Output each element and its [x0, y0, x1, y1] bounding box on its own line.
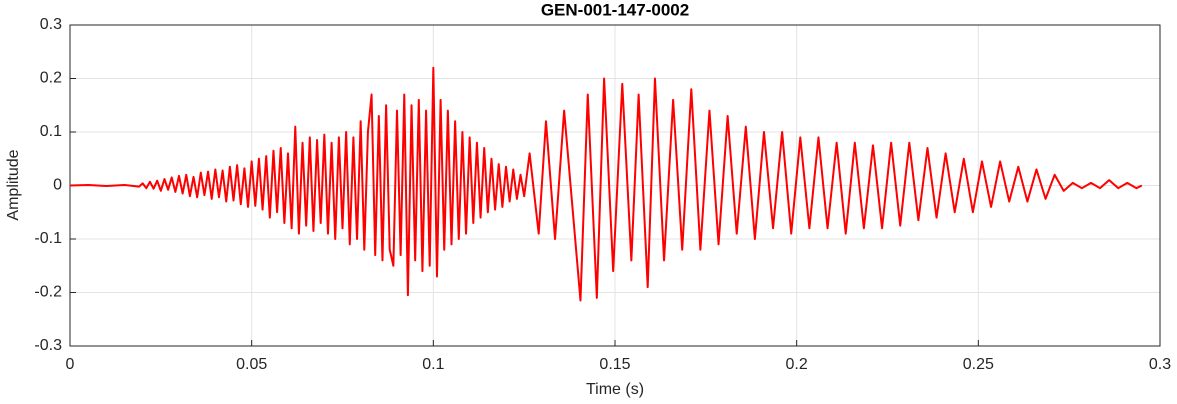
y-axis-label: Amplitude	[5, 149, 22, 220]
y-tick-label: 0	[53, 177, 62, 194]
y-tick-label: -0.1	[34, 230, 62, 247]
x-tick-label: 0.1	[422, 356, 444, 373]
y-tick-label: -0.2	[34, 284, 62, 301]
x-tick-label: 0.05	[236, 356, 267, 373]
chart-title: GEN-001-147-0002	[541, 0, 689, 19]
x-tick-label: 0.3	[1149, 356, 1171, 373]
x-tick-label: 0	[66, 356, 75, 373]
waveform-line	[69, 66, 1143, 302]
x-tick-label: 0.15	[599, 356, 630, 373]
y-tick-label: -0.3	[34, 337, 62, 354]
y-tick-label: 0.2	[40, 70, 62, 87]
x-axis-label: Time (s)	[586, 381, 644, 398]
y-tick-label: 0.1	[40, 123, 62, 140]
x-tick-label: 0.2	[786, 356, 808, 373]
y-tick-label: 0.3	[40, 16, 62, 33]
x-tick-label: 0.25	[963, 356, 994, 373]
